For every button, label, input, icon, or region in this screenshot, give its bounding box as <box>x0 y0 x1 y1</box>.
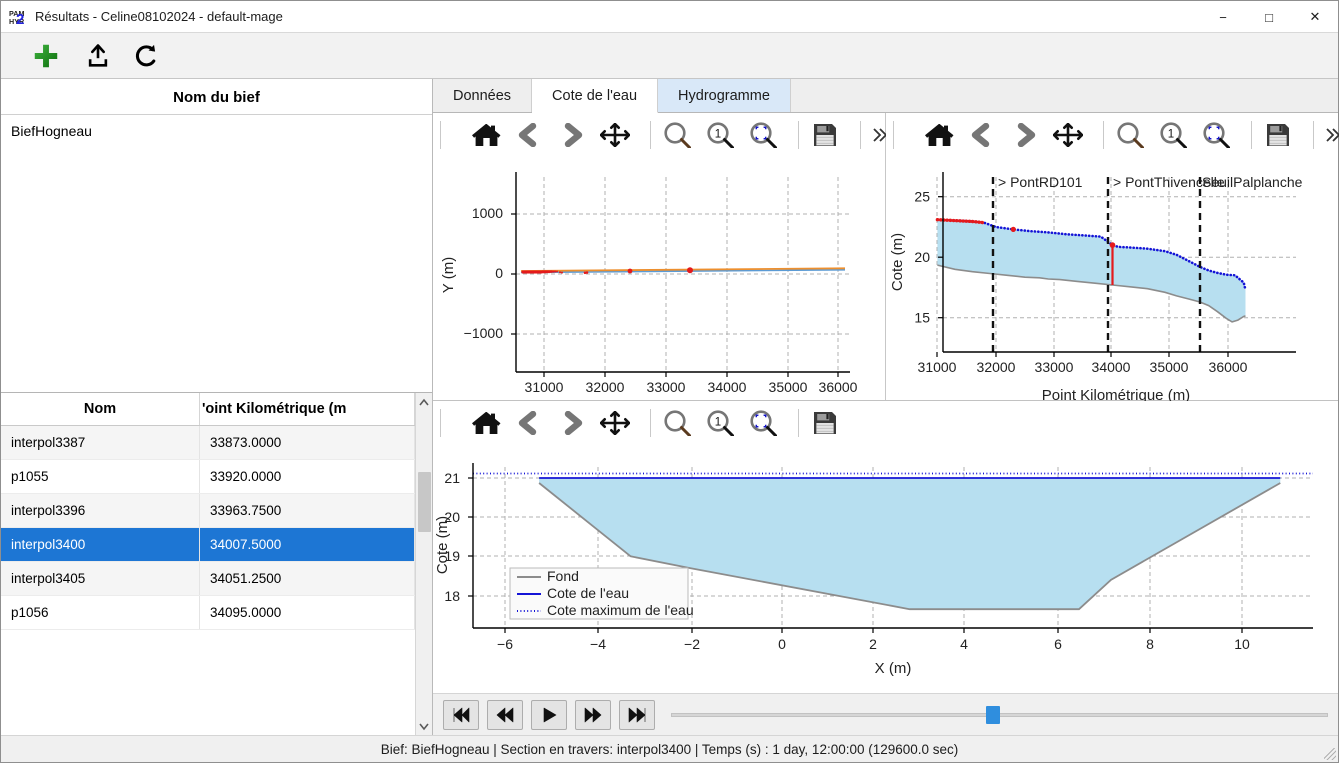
svg-text:4: 4 <box>960 636 968 652</box>
svg-text:Cote maximum de l'eau: Cote maximum de l'eau <box>547 602 694 618</box>
svg-text:−6: −6 <box>497 636 513 652</box>
svg-text:−4: −4 <box>590 636 606 652</box>
svg-text:32000: 32000 <box>977 359 1016 375</box>
svg-text:25: 25 <box>914 189 930 205</box>
svg-text:2: 2 <box>16 11 24 27</box>
svg-text:8: 8 <box>1146 636 1154 652</box>
svg-text:36000: 36000 <box>819 379 858 395</box>
svg-text:34000: 34000 <box>708 379 747 395</box>
svg-text:34000: 34000 <box>1092 359 1131 375</box>
svg-text:21: 21 <box>444 470 460 486</box>
svg-text:15: 15 <box>914 310 930 326</box>
svg-text:10: 10 <box>1234 636 1250 652</box>
svg-text:33000: 33000 <box>647 379 686 395</box>
svg-text:6: 6 <box>1054 636 1062 652</box>
svg-text:31000: 31000 <box>525 379 564 395</box>
svg-text:31000: 31000 <box>918 359 957 375</box>
svg-text:36000: 36000 <box>1209 359 1248 375</box>
svg-text:32000: 32000 <box>586 379 625 395</box>
svg-text:1: 1 <box>715 129 721 141</box>
svg-text:1000: 1000 <box>472 205 503 221</box>
svg-text:33000: 33000 <box>1035 359 1074 375</box>
svg-text:0: 0 <box>778 636 786 652</box>
svg-text:20: 20 <box>914 249 930 265</box>
svg-text:35000: 35000 <box>1150 359 1189 375</box>
svg-text:SeuilPalplanche: SeuilPalplanche <box>1202 174 1303 190</box>
svg-text:18: 18 <box>444 588 460 604</box>
svg-text:> PontRD101: > PontRD101 <box>998 174 1083 190</box>
svg-text:35000: 35000 <box>769 379 808 395</box>
svg-text:Cote (m): Cote (m) <box>889 233 906 291</box>
svg-text:Fond: Fond <box>547 568 579 584</box>
svg-text:−1000: −1000 <box>464 325 504 341</box>
svg-text:Y (m): Y (m) <box>440 257 457 293</box>
svg-text:2: 2 <box>869 636 877 652</box>
svg-text:Cote de l'eau: Cote de l'eau <box>547 585 629 601</box>
svg-text:−2: −2 <box>684 636 700 652</box>
svg-text:1: 1 <box>715 417 721 429</box>
svg-text:X (m): X (m) <box>875 660 912 677</box>
svg-text:0: 0 <box>495 265 503 281</box>
svg-text:Cote (m): Cote (m) <box>434 516 451 574</box>
svg-text:1: 1 <box>1168 129 1174 141</box>
